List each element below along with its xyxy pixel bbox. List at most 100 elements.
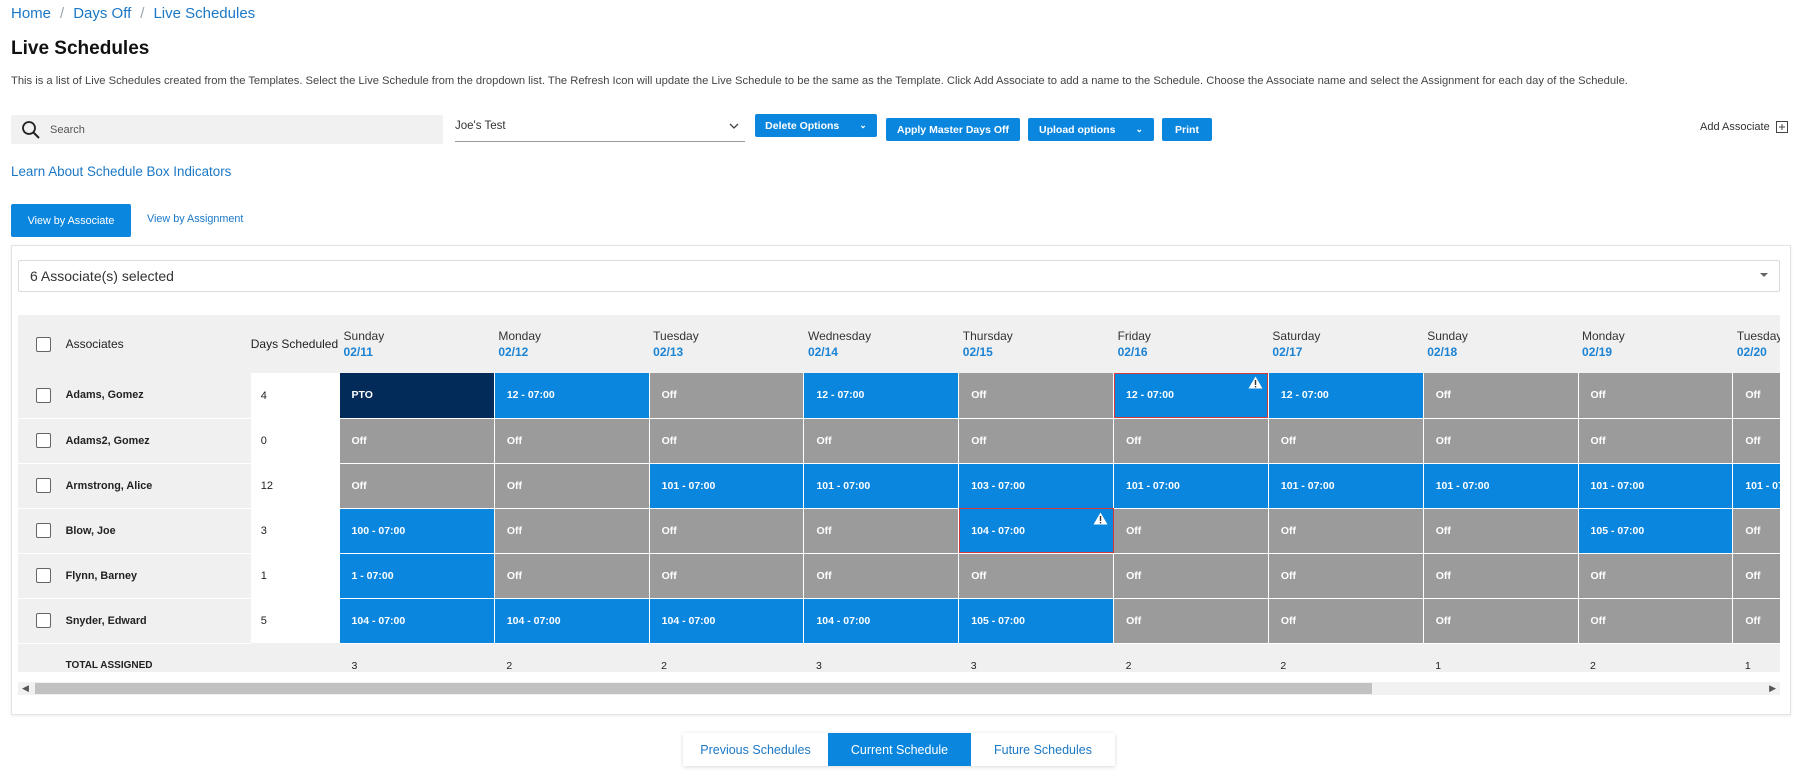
schedule-cell[interactable]: Off xyxy=(958,553,1115,599)
horizontal-scrollbar[interactable]: ◀ ▶ xyxy=(18,682,1780,695)
schedule-cell[interactable]: Off xyxy=(1113,418,1269,464)
upload-options-button[interactable]: Upload options ⌄ xyxy=(1028,118,1154,141)
add-associate-button[interactable]: Add Associate xyxy=(1700,121,1788,133)
schedule-cell[interactable]: Off xyxy=(494,553,650,599)
row-checkbox[interactable] xyxy=(36,613,51,628)
schedule-cell[interactable]: Off xyxy=(1578,553,1734,599)
total-assigned-value: 3 xyxy=(803,643,959,672)
schedule-cell-label: 104 - 07:00 xyxy=(971,524,1025,537)
tab-current-schedule[interactable]: Current Schedule xyxy=(828,733,971,766)
schedule-cell[interactable]: Off xyxy=(1732,553,1780,599)
schedule-cell[interactable]: 101 - 07:00 xyxy=(1578,463,1734,509)
schedule-cell[interactable]: 105 - 07:00 xyxy=(958,598,1115,644)
schedule-cell[interactable]: 104 - 07:00 xyxy=(339,598,495,644)
schedule-cell[interactable]: 12 - 07:00 xyxy=(494,373,650,419)
schedule-cell[interactable]: Off xyxy=(1268,508,1424,554)
schedule-cell[interactable]: 100 - 07:00 xyxy=(339,508,495,554)
schedule-cell[interactable]: 12 - 07:00 xyxy=(1113,373,1269,419)
learn-schedule-indicators-link[interactable]: Learn About Schedule Box Indicators xyxy=(11,164,232,179)
schedule-cell[interactable]: Off xyxy=(1732,418,1780,464)
schedule-cell[interactable]: Off xyxy=(339,418,495,464)
schedule-cell[interactable]: Off xyxy=(1423,418,1579,464)
schedule-cell-label: Off xyxy=(661,434,677,447)
row-checkbox[interactable] xyxy=(36,478,51,493)
schedule-cell[interactable]: Off xyxy=(1113,553,1269,599)
print-button[interactable]: Print xyxy=(1162,118,1212,141)
schedule-cell[interactable]: Off xyxy=(1268,418,1424,464)
schedule-cell[interactable]: Off xyxy=(1268,598,1424,644)
schedule-cell[interactable]: 12 - 07:00 xyxy=(1268,373,1424,419)
scrollbar-thumb[interactable] xyxy=(35,683,1372,694)
scroll-right-icon[interactable]: ▶ xyxy=(1769,683,1776,693)
schedule-cell[interactable]: Off xyxy=(494,463,650,509)
schedule-cell[interactable]: Off xyxy=(1732,373,1780,419)
schedule-cell[interactable]: 104 - 07:00 xyxy=(494,598,650,644)
schedule-cell[interactable]: 104 - 07:00 xyxy=(958,508,1115,554)
schedule-cell[interactable]: Off xyxy=(494,508,650,554)
breadcrumb-home[interactable]: Home xyxy=(11,5,52,22)
schedule-cell[interactable]: Off xyxy=(1578,418,1734,464)
schedule-period-tabs: Previous Schedules Current Schedule Futu… xyxy=(683,733,1115,766)
schedule-cell[interactable]: Off xyxy=(958,373,1115,419)
warning-icon[interactable] xyxy=(1248,376,1263,392)
schedule-cell[interactable]: Off xyxy=(1578,373,1734,419)
schedule-cell[interactable]: 101 - 07:00 xyxy=(803,463,960,509)
schedule-cell[interactable]: PTO xyxy=(339,373,495,419)
schedule-cell[interactable]: Off xyxy=(1423,598,1579,644)
schedule-cell[interactable]: 1 - 07:00 xyxy=(339,553,495,599)
schedule-cell[interactable]: Off xyxy=(1113,508,1269,554)
header-day: Saturday 02/17 xyxy=(1268,315,1424,373)
schedule-cell[interactable]: 101 - 07:00 xyxy=(649,463,805,509)
schedule-cell[interactable]: Off xyxy=(803,508,960,554)
schedule-cell[interactable]: Off xyxy=(339,463,495,509)
row-checkbox[interactable] xyxy=(36,387,51,403)
schedule-cell[interactable]: 104 - 07:00 xyxy=(803,598,960,644)
schedule-dropdown[interactable]: Joe's Test xyxy=(455,114,745,142)
schedule-cell[interactable]: Off xyxy=(1423,553,1579,599)
schedule-cell[interactable]: 101 - 07:00 xyxy=(1268,463,1424,509)
row-checkbox[interactable] xyxy=(36,523,51,538)
schedule-cell[interactable]: Off xyxy=(958,418,1115,464)
schedule-cell[interactable]: Off xyxy=(1113,598,1269,644)
warning-icon[interactable] xyxy=(1093,512,1108,528)
schedule-cell[interactable]: Off xyxy=(1578,598,1734,644)
row-checkbox[interactable] xyxy=(36,433,51,448)
schedule-cell[interactable]: 12 - 07:00 xyxy=(803,373,960,419)
view-by-associate-button[interactable]: View by Associate xyxy=(11,204,131,237)
apply-master-days-off-button[interactable]: Apply Master Days Off xyxy=(886,118,1020,141)
breadcrumb-separator: / xyxy=(60,5,65,22)
schedule-cell-label: Off xyxy=(1590,434,1606,447)
schedule-cell[interactable]: Off xyxy=(1423,373,1579,419)
delete-options-button[interactable]: Delete Options ⌄ xyxy=(755,114,877,137)
schedule-cell[interactable]: 103 - 07:00 xyxy=(958,463,1115,509)
select-all-checkbox[interactable] xyxy=(36,336,51,352)
tab-future-schedules[interactable]: Future Schedules xyxy=(971,733,1115,766)
search-input[interactable] xyxy=(48,115,428,144)
schedule-cell[interactable]: Off xyxy=(1732,598,1780,644)
tab-previous-schedules[interactable]: Previous Schedules xyxy=(683,733,828,766)
schedule-cell[interactable]: 101 - 07:00 xyxy=(1423,463,1579,509)
schedule-cell-label: 101 - 07:00 xyxy=(1280,479,1335,492)
row-checkbox[interactable] xyxy=(36,568,51,583)
schedule-cell[interactable]: Off xyxy=(649,418,805,464)
view-by-assignment-link[interactable]: View by Assignment xyxy=(147,213,244,225)
breadcrumb-live-schedules[interactable]: Live Schedules xyxy=(153,5,256,22)
schedule-cell[interactable]: Off xyxy=(649,553,805,599)
schedule-cell[interactable]: Off xyxy=(494,418,650,464)
associate-filter-dropdown[interactable]: 6 Associate(s) selected xyxy=(18,260,1780,292)
schedule-cell[interactable]: 104 - 07:00 xyxy=(649,598,805,644)
total-spacer xyxy=(250,643,340,672)
schedule-cell[interactable]: Off xyxy=(1268,553,1424,599)
schedule-cell[interactable]: Off xyxy=(1423,508,1579,554)
schedule-cell[interactable]: Off xyxy=(649,508,805,554)
delete-options-label: Delete Options xyxy=(765,119,840,132)
schedule-cell[interactable]: Off xyxy=(649,373,805,419)
schedule-cell[interactable]: 105 - 07:00 xyxy=(1578,508,1734,554)
scroll-left-icon[interactable]: ◀ xyxy=(22,683,29,693)
schedule-cell[interactable]: Off xyxy=(803,553,960,599)
schedule-cell[interactable]: 101 - 07:00 xyxy=(1732,463,1780,509)
schedule-cell[interactable]: Off xyxy=(803,418,960,464)
schedule-cell[interactable]: Off xyxy=(1732,508,1780,554)
breadcrumb-days-off[interactable]: Days Off xyxy=(73,5,132,22)
schedule-cell[interactable]: 101 - 07:00 xyxy=(1113,463,1269,509)
